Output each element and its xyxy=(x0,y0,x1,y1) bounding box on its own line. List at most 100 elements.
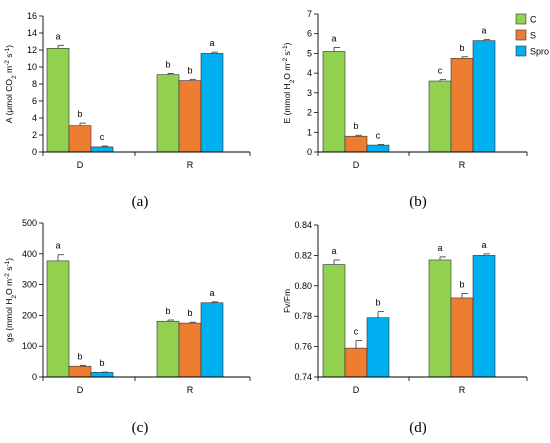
bar-spro-d xyxy=(366,317,390,378)
legend-label-s: S xyxy=(530,31,536,41)
bar-s-r xyxy=(450,297,474,378)
bar-spro-r xyxy=(200,53,224,153)
bar-s-d xyxy=(344,347,368,378)
bar-c-d xyxy=(322,264,346,378)
significance-letter: b xyxy=(165,59,170,69)
y-tick-label: 10 xyxy=(27,62,37,72)
y-tick-label: 12 xyxy=(27,45,37,55)
significance-letter: b xyxy=(353,121,358,131)
chart-panel-0: 0 2 4 6 8 10 12 14 16 a b c Db b a R A (μmol CO2 m-2 s-1… xyxy=(4,11,251,210)
bar-c-r xyxy=(156,74,180,153)
bar-spro-r xyxy=(472,255,496,378)
x-tick-label: R xyxy=(187,160,194,170)
y-tick-label: 2 xyxy=(32,130,37,140)
bar-s-d xyxy=(344,135,368,153)
significance-letter: b xyxy=(375,298,380,308)
panel-label: (a) xyxy=(132,194,149,210)
panel-label: (c) xyxy=(132,420,149,436)
y-tick-label: 0.76 xyxy=(294,342,312,352)
y-axis-label: Fv/Fm xyxy=(282,289,292,313)
y-tick-label: 0 xyxy=(307,147,312,157)
chart-panel-2: 0 100 200 300 400 500 a b b Db b a Rgs (mmol H2O m-2… xyxy=(4,218,251,436)
significance-letter: a xyxy=(331,246,336,256)
significance-letter: b xyxy=(187,65,192,75)
legend-swatch-s xyxy=(515,29,527,41)
bar-spro-d xyxy=(90,372,114,378)
panel-label: (b) xyxy=(409,194,427,210)
y-tick-label: 2 xyxy=(307,108,312,118)
y-tick-label: 1 xyxy=(307,127,312,137)
significance-letter: b xyxy=(77,109,82,119)
significance-letter: b xyxy=(459,43,464,53)
significance-letter: b xyxy=(99,358,104,368)
y-tick-label: 4 xyxy=(32,113,37,123)
x-tick-label: R xyxy=(187,385,194,395)
y-tick-label: 500 xyxy=(22,218,37,228)
y-axis-label: gs (mmol H2O m-2 s-1) xyxy=(4,258,18,342)
significance-letter: b xyxy=(77,352,82,362)
legend-swatch-spro xyxy=(515,45,527,57)
y-tick-label: 0.74 xyxy=(294,372,312,382)
y-tick-label: 16 xyxy=(27,11,37,21)
significance-letter: a xyxy=(437,243,442,253)
bar-s-r xyxy=(450,58,474,153)
significance-letter: a xyxy=(209,288,214,298)
bar-c-r xyxy=(428,80,452,153)
bar-c-r xyxy=(156,320,180,378)
bar-s-d xyxy=(68,365,92,378)
y-tick-label: 8 xyxy=(32,79,37,89)
significance-letter: b xyxy=(187,308,192,318)
bar-s-r xyxy=(178,80,202,153)
y-tick-label: 7 xyxy=(307,9,312,19)
bar-s-r xyxy=(178,322,202,378)
y-tick-label: 0.78 xyxy=(294,311,312,321)
y-tick-label: 400 xyxy=(22,249,37,259)
significance-letter: a xyxy=(481,26,486,36)
y-axis-label: A (μmol CO2 m-2 s-1) xyxy=(4,45,18,123)
y-axis-label: E (mmol H2O m-2 s-1) xyxy=(282,42,296,123)
x-tick-label: D xyxy=(77,160,84,170)
y-tick-label: 6 xyxy=(32,96,37,106)
y-tick-label: 200 xyxy=(22,310,37,320)
x-tick-label: R xyxy=(459,160,466,170)
y-tick-label: 5 xyxy=(307,48,312,58)
bar-s-d xyxy=(68,125,92,153)
y-tick-label: 6 xyxy=(307,29,312,39)
significance-letter: c xyxy=(376,131,381,141)
legend: CS Spro xyxy=(515,13,549,57)
bar-spro-r xyxy=(472,40,496,153)
y-tick-label: 14 xyxy=(27,28,37,38)
legend-label-spro: Spro xyxy=(530,47,549,57)
legend-label-c: C xyxy=(530,15,537,25)
y-tick-label: 0.82 xyxy=(294,250,312,260)
bar-c-d xyxy=(46,260,70,378)
y-tick-label: 4 xyxy=(307,68,312,78)
bar-c-d xyxy=(46,47,70,153)
y-tick-label: 0 xyxy=(32,147,37,157)
chart-panel-3: 0.74 0.76 0.78 0.80 0.82 0.84 a c b Da b a R Fv/Fm (d) xyxy=(282,220,528,436)
chart-panel-1: 0 1 2 3 4 5 6 7 a b c Dc b a R E (mmol H2O m-2 s-1) (b) xyxy=(282,9,528,210)
y-tick-label: 3 xyxy=(307,88,312,98)
significance-letter: c xyxy=(438,66,443,76)
bar-c-r xyxy=(428,259,452,378)
y-tick-label: 100 xyxy=(22,341,37,351)
y-tick-label: 0.84 xyxy=(294,220,312,230)
y-tick-label: 0 xyxy=(32,372,37,382)
significance-letter: a xyxy=(209,38,214,48)
y-tick-label: 0.80 xyxy=(294,281,312,291)
significance-letter: c xyxy=(354,327,359,337)
significance-letter: b xyxy=(459,279,464,289)
bar-c-d xyxy=(322,51,346,153)
bar-spro-d xyxy=(366,144,390,153)
significance-letter: a xyxy=(55,241,60,251)
y-tick-label: 300 xyxy=(22,280,37,290)
significance-letter: a xyxy=(331,34,336,44)
significance-letter: a xyxy=(55,31,60,41)
significance-letter: c xyxy=(100,132,105,142)
significance-letter: a xyxy=(481,240,486,250)
x-tick-label: D xyxy=(353,385,360,395)
significance-letter: b xyxy=(165,306,170,316)
legend-swatch-c xyxy=(515,13,527,25)
bar-spro-d xyxy=(90,146,114,153)
